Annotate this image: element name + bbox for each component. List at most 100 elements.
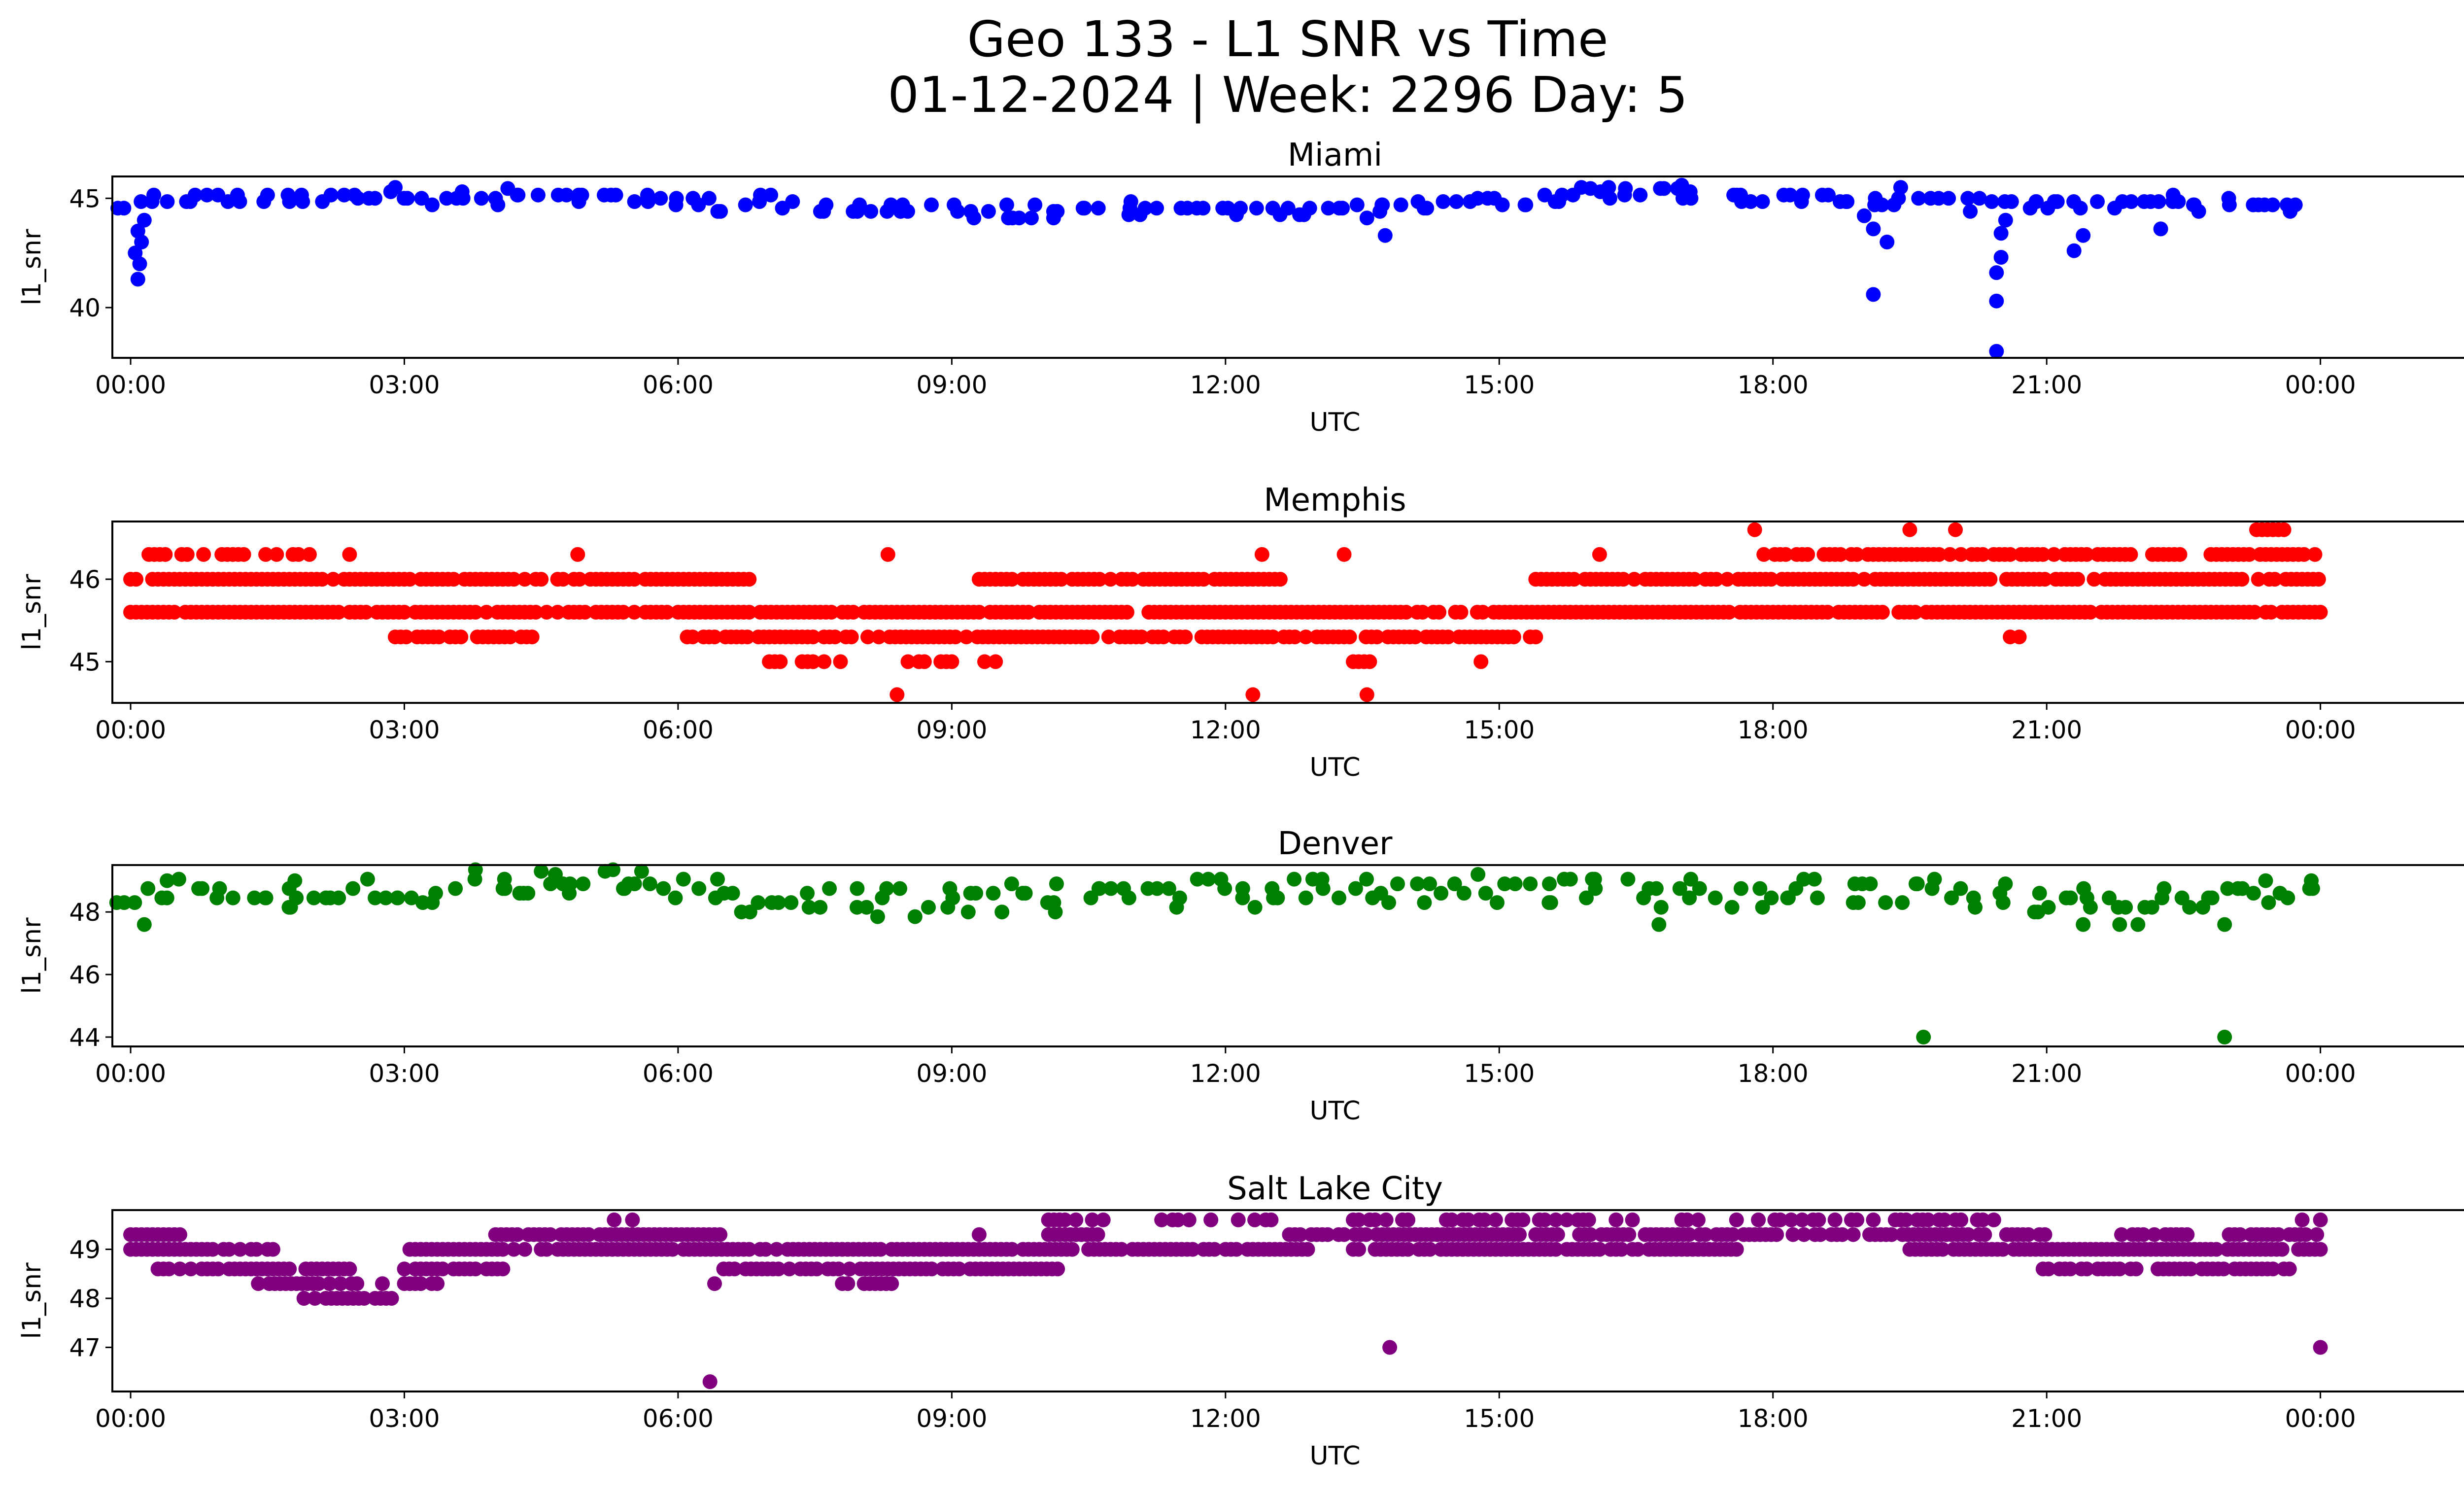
- data-point: [1620, 871, 1636, 887]
- data-point: [668, 890, 683, 905]
- data-point: [1653, 900, 1669, 915]
- data-point: [1648, 881, 1664, 896]
- data-point: [1119, 605, 1134, 620]
- x-tick-label: 15:00: [1464, 371, 1535, 399]
- data-point: [2112, 1261, 2127, 1277]
- data-point: [1698, 1227, 1713, 1242]
- data-point: [2251, 572, 2266, 587]
- data-point: [570, 547, 585, 562]
- data-point: [1490, 895, 1505, 910]
- data-point: [1161, 881, 1176, 896]
- data-point: [1265, 201, 1280, 216]
- data-point: [1200, 871, 1216, 887]
- data-point: [195, 881, 210, 896]
- data-point: [209, 890, 225, 905]
- data-point: [800, 886, 815, 901]
- data-point: [2130, 917, 2146, 932]
- data-point: [2171, 194, 2186, 209]
- data-point: [236, 547, 251, 562]
- x-tick-label: 12:00: [1190, 371, 1261, 399]
- data-point: [971, 605, 987, 620]
- x-tick-label: 18:00: [1738, 716, 1809, 744]
- data-point: [1916, 1030, 1931, 1044]
- data-point: [1369, 629, 1385, 645]
- data-point: [1217, 881, 1232, 896]
- figure-title-line1: Geo 133 - L1 SNR vs Time: [967, 10, 1608, 68]
- data-point: [831, 1261, 846, 1277]
- data-point: [710, 871, 725, 887]
- data-point: [1682, 890, 1697, 905]
- data-point: [1264, 1212, 1279, 1227]
- data-point: [1287, 629, 1302, 645]
- data-point: [892, 881, 907, 896]
- data-point: [1548, 1212, 1564, 1227]
- data-point: [1972, 191, 1987, 206]
- data-point: [1683, 871, 1698, 887]
- data-point: [468, 605, 483, 620]
- y-tick-label: 48: [69, 1285, 101, 1313]
- data-point: [1121, 207, 1136, 222]
- data-point: [1103, 881, 1119, 896]
- data-point: [1377, 228, 1393, 243]
- data-point: [1729, 1242, 1744, 1257]
- data-point: [1018, 886, 1033, 901]
- data-point: [771, 895, 786, 910]
- data-point: [1351, 1212, 1367, 1227]
- data-point: [2217, 917, 2232, 932]
- data-point: [2282, 1261, 2297, 1277]
- plot-frame: [111, 864, 2464, 1047]
- data-point: [282, 194, 297, 209]
- data-point: [758, 1242, 773, 1257]
- data-point: [314, 572, 330, 587]
- data-point: [842, 1261, 857, 1277]
- data-point: [607, 1212, 622, 1227]
- y-tick-label: 40: [69, 294, 101, 322]
- y-tick-label: 45: [69, 648, 101, 676]
- data-point: [1953, 547, 1969, 562]
- data-point: [1630, 1242, 1645, 1257]
- data-point: [1245, 687, 1261, 702]
- data-point: [345, 881, 361, 896]
- data-point: [428, 886, 443, 901]
- data-point: [183, 1261, 199, 1277]
- data-point: [773, 654, 788, 669]
- data-point: [1752, 881, 1768, 896]
- data-point: [859, 900, 874, 915]
- data-point: [1247, 900, 1263, 915]
- x-tick-label: 09:00: [916, 1059, 987, 1088]
- data-point: [2220, 881, 2235, 896]
- data-point: [1058, 1212, 1072, 1227]
- data-point: [763, 187, 779, 203]
- data-point: [1846, 1227, 1861, 1242]
- data-point: [311, 1276, 326, 1291]
- data-point: [1320, 1227, 1335, 1242]
- data-point: [1085, 1212, 1100, 1227]
- data-point: [474, 191, 489, 206]
- data-point: [269, 547, 284, 562]
- data-point: [1432, 605, 1447, 620]
- data-point: [2261, 895, 2276, 910]
- data-point: [1616, 572, 1631, 587]
- data-point: [453, 629, 469, 645]
- data-point: [2136, 1227, 2151, 1242]
- x-tick-label: 12:00: [1190, 716, 1261, 744]
- data-point: [1908, 605, 1923, 620]
- data-point: [1625, 1212, 1640, 1227]
- data-point: [172, 1227, 187, 1242]
- data-point: [1004, 572, 1020, 587]
- data-point: [1247, 1212, 1263, 1227]
- data-point: [1101, 629, 1116, 645]
- data-point: [1415, 605, 1430, 620]
- data-point: [1207, 1242, 1222, 1257]
- data-point: [1203, 1212, 1219, 1227]
- data-point: [1679, 1212, 1695, 1227]
- data-point: [1627, 572, 1642, 587]
- data-point: [627, 605, 642, 620]
- data-point: [907, 909, 923, 924]
- data-point: [1012, 210, 1027, 226]
- data-point: [924, 197, 939, 212]
- data-point: [1068, 1212, 1084, 1227]
- data-point: [940, 900, 956, 915]
- data-point: [1407, 629, 1423, 645]
- data-point: [1359, 1227, 1373, 1242]
